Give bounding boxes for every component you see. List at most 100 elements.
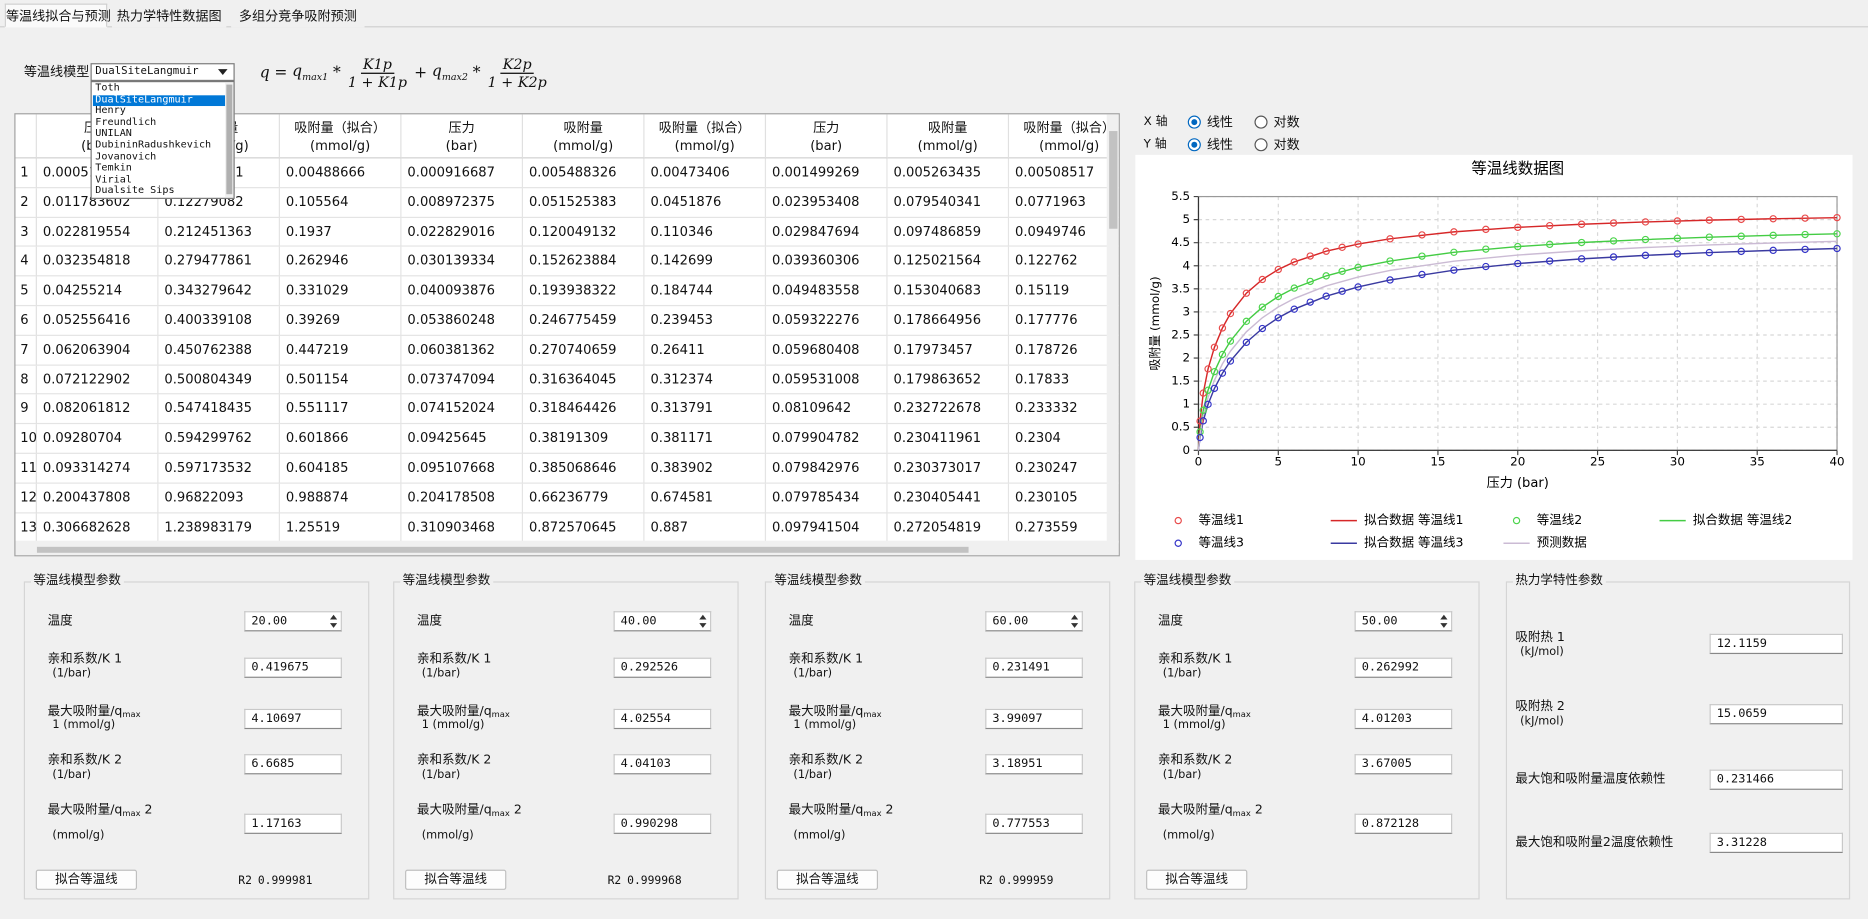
radio-button[interactable]: [1254, 115, 1268, 129]
dropdown-option[interactable]: Temkin: [95, 162, 132, 175]
tab[interactable]: 多组分竞争吸附预测: [231, 3, 365, 28]
table-cell: 0.00508517: [1009, 158, 1119, 188]
scrollbar-thumb[interactable]: [226, 84, 233, 195]
text-input[interactable]: 3.67005: [1354, 754, 1453, 775]
table-cell: 0.074152024: [401, 394, 523, 425]
scrollbar-thumb[interactable]: [36, 546, 969, 553]
param-unit: 1 (mmol/g): [52, 718, 116, 732]
text-input[interactable]: 3.31228: [1709, 832, 1843, 853]
table-cell: 0.029847694: [766, 217, 888, 248]
table-cell: 0.601866: [279, 424, 402, 454]
spin-box[interactable]: 40.00: [613, 611, 712, 632]
data-point: [1705, 248, 1714, 257]
data-point: [1210, 343, 1219, 351]
scrollbar-thumb[interactable]: [1109, 131, 1118, 229]
param-label-sub: max: [1232, 808, 1251, 819]
text-input[interactable]: 0.777553: [985, 813, 1083, 834]
y-tick-label: 4: [1183, 258, 1191, 272]
text-input[interactable]: 15.0659: [1709, 704, 1843, 725]
fit-button[interactable]: 拟合等温线: [1146, 869, 1248, 890]
data-point: [1204, 365, 1212, 373]
dropdown-option[interactable]: Toth: [95, 82, 120, 95]
data-point: [1769, 231, 1777, 240]
table-cell: 0.073747094: [401, 365, 523, 395]
column-unit: (mmol/g): [674, 138, 735, 154]
radio-label[interactable]: 线性: [1206, 137, 1234, 153]
tab[interactable]: 等温线拟合与预测: [4, 3, 111, 28]
param-label: 最大吸附量/qmax: [417, 703, 510, 719]
thermo-label: 吸附热 1: [1515, 630, 1565, 645]
table-cell: 0.052556416: [36, 306, 159, 336]
data-point: [1354, 240, 1362, 248]
fit-button[interactable]: 拟合等温线: [35, 869, 138, 890]
spin-arrows[interactable]: [1069, 612, 1081, 630]
param-unit: (1/bar): [793, 667, 833, 681]
column-unit: (bar): [445, 138, 478, 154]
table-cell: 0.072122902: [36, 365, 159, 395]
y-tick-label: 1: [1183, 397, 1191, 411]
r2-text: R2 0.999959: [979, 873, 1053, 888]
data-point: [1673, 250, 1682, 258]
text-input[interactable]: 0.231466: [1709, 769, 1843, 790]
column-header: 压力 (bar): [766, 114, 888, 159]
dropdown-option[interactable]: Henry: [95, 105, 126, 117]
spin-arrows[interactable]: [328, 612, 340, 630]
model-combo[interactable]: DualSiteLangmuir: [90, 63, 235, 82]
text-input[interactable]: 0.872128: [1354, 813, 1453, 834]
text-input[interactable]: 3.99097: [985, 708, 1083, 730]
text-input[interactable]: 1.17163: [244, 813, 342, 834]
param-unit: (mmol/g): [793, 829, 846, 843]
table-cell: 0.09280704: [36, 424, 159, 454]
dropdown-option[interactable]: Freundlich: [95, 116, 157, 129]
text-input[interactable]: 0.990298: [613, 813, 712, 834]
spin-arrows[interactable]: [697, 612, 709, 630]
text-input[interactable]: 3.18951: [985, 754, 1083, 775]
text-input[interactable]: 6.6685: [244, 754, 342, 775]
data-point: [1226, 337, 1235, 345]
table-cell: 0.153040683: [887, 276, 1010, 307]
param-label-text: 亲和系数/K 1: [788, 651, 864, 666]
fit-button[interactable]: 拟合等温线: [776, 869, 879, 890]
text-input[interactable]: 4.01203: [1354, 708, 1453, 730]
radio-label[interactable]: 对数: [1273, 114, 1300, 130]
formula-numerator: K2p: [500, 55, 535, 74]
formula-equals: =: [274, 63, 288, 82]
data-point: [1242, 289, 1251, 297]
dropdown-option[interactable]: Jovanovich: [95, 150, 157, 163]
y-tick-label: 5.5: [1171, 189, 1190, 203]
table-cell: 0.501154: [279, 365, 402, 395]
text-input[interactable]: 0.419675: [244, 657, 342, 678]
radio-label[interactable]: 线性: [1206, 114, 1234, 130]
data-point: [1210, 367, 1219, 376]
radio-button[interactable]: [1254, 138, 1268, 152]
dropdown-option[interactable]: DubininRadushkevich: [95, 139, 212, 152]
text-input[interactable]: 4.10697: [244, 708, 342, 730]
table-cell: 0.177776: [1009, 306, 1119, 336]
table-cell: 0.110346: [644, 217, 767, 248]
fit-button[interactable]: 拟合等温线: [405, 869, 507, 890]
spin-arrows[interactable]: [1438, 612, 1450, 630]
data-point: [1218, 369, 1227, 377]
text-input[interactable]: 0.262992: [1354, 657, 1453, 678]
dropdown-option[interactable]: UNILAN: [95, 127, 132, 140]
text-input[interactable]: 0.292526: [613, 657, 712, 678]
formula-lhs: q: [259, 63, 270, 82]
data-point: [1274, 314, 1282, 322]
table-cell: 0.120049132: [522, 217, 645, 248]
radio-label[interactable]: 对数: [1273, 137, 1300, 153]
dropdown-option[interactable]: DualSiteLangmuir: [92, 94, 226, 107]
text-input[interactable]: 4.02554: [613, 708, 712, 730]
text-input[interactable]: 0.231491: [985, 657, 1083, 678]
table-cell: 0.212451363: [158, 217, 280, 248]
data-point: [1609, 219, 1618, 227]
spin-box[interactable]: 50.00: [1354, 611, 1453, 632]
tab[interactable]: 热力学特性数据图: [111, 3, 227, 28]
dropdown-option[interactable]: Dualsite Sips: [95, 185, 175, 198]
text-input[interactable]: 12.1159: [1709, 633, 1843, 655]
spin-box[interactable]: 60.00: [985, 611, 1083, 632]
column-name: 压力: [813, 120, 840, 136]
spin-box[interactable]: 20.00: [244, 611, 342, 632]
text-input[interactable]: 4.04103: [613, 754, 712, 775]
dropdown-option[interactable]: Virial: [95, 173, 132, 186]
